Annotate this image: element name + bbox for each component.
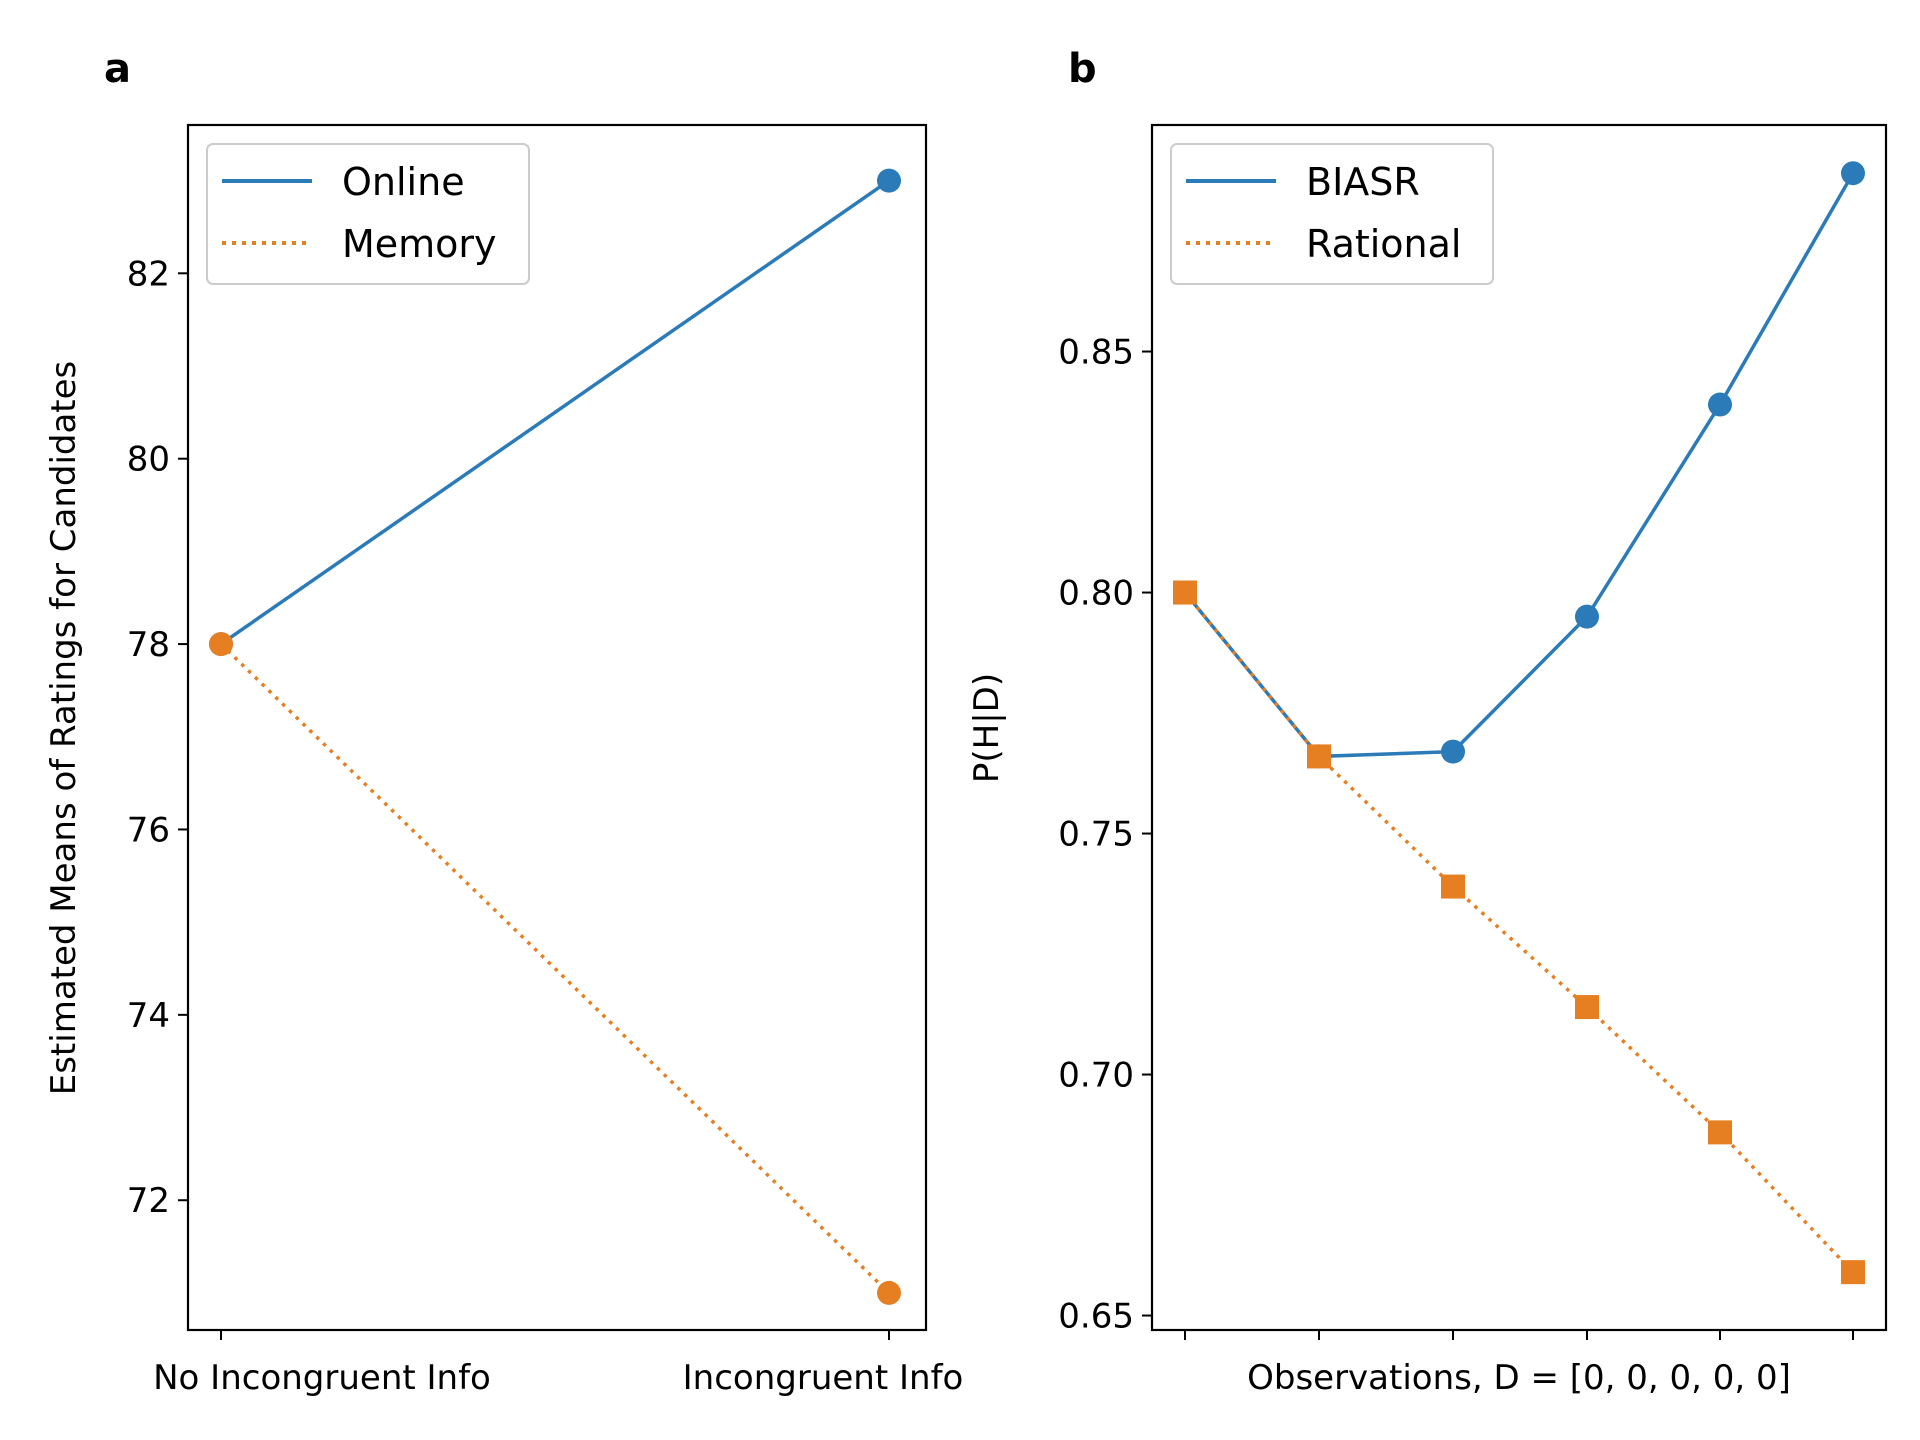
panel-a-y-ticks: 72 74 76 78 80 82 bbox=[127, 254, 890, 1340]
panel-a-series-online-point-1 bbox=[877, 168, 901, 193]
panel-b-series-rational-point-2 bbox=[1441, 874, 1465, 899]
panel-b-series-rational-point-0 bbox=[1173, 580, 1197, 605]
panel-b-series-rational-point-5 bbox=[1841, 1260, 1865, 1285]
panel-a-series-memory-line bbox=[219, 642, 891, 1295]
panel-b-x-axis-title: Observations, D = [0, 0, 0, 0, 0] bbox=[1247, 1358, 1791, 1398]
panel-b-series-biasr-point-4 bbox=[1708, 392, 1732, 417]
panel-b-series-rational-line bbox=[1183, 591, 1855, 1274]
panel-a-x-tick-labels: No Incongruent Info Incongruent Info bbox=[153, 1358, 963, 1398]
panel-a-y-tick-label-0: 72 bbox=[127, 1181, 170, 1221]
panel-b-y-tick-label-2: 0.75 bbox=[1058, 815, 1134, 855]
panel-b-label: b bbox=[1068, 46, 1097, 92]
panel-a-series-memory-point-0 bbox=[209, 632, 233, 657]
panel-b-series-biasr-point-5 bbox=[1841, 161, 1865, 186]
panel-b-series-biasr-point-3 bbox=[1575, 604, 1599, 629]
panel-b-series bbox=[1173, 161, 1865, 1285]
panel-a-series bbox=[209, 168, 901, 1305]
panel-a-y-axis-title: Estimated Means of Ratings for Candidate… bbox=[44, 361, 84, 1096]
panel-a-legend-memory-label: Memory bbox=[342, 222, 497, 266]
panel-a-x-tick-label-0: No Incongruent Info bbox=[153, 1358, 491, 1398]
panel-b-legend-rational-label: Rational bbox=[1306, 222, 1462, 266]
panel-b-plot-frame bbox=[1150, 123, 1888, 1332]
panel-b-y-tick-label-1: 0.70 bbox=[1058, 1056, 1134, 1096]
panel-b-y-tick-label-3: 0.80 bbox=[1058, 574, 1134, 614]
panel-a-y-tick-label-4: 80 bbox=[127, 440, 170, 480]
panel-b-legend-biasr-label: BIASR bbox=[1306, 160, 1420, 204]
panel-a-legend-online-label: Online bbox=[342, 160, 465, 204]
panel-b-series-biasr-point-2 bbox=[1441, 739, 1465, 764]
panel-a-series-memory-point-1 bbox=[877, 1280, 901, 1305]
panel-a: a 72 74 76 78 80 82 No Incongruent Info Incon… bbox=[44, 46, 963, 1398]
panel-a-y-tick-label-1: 74 bbox=[127, 996, 170, 1036]
panel-b-y-tick-label-0: 0.65 bbox=[1058, 1297, 1134, 1337]
panel-b: b 0.65 0.70 0.75 0.80 0.85 Observations, D =… bbox=[967, 46, 1888, 1398]
panel-a-y-tick-label-5: 82 bbox=[127, 254, 170, 294]
panel-a-x-tick-label-1: Incongruent Info bbox=[683, 1358, 964, 1398]
panel-a-label: a bbox=[104, 46, 131, 92]
panel-a-y-tick-label-3: 78 bbox=[127, 625, 170, 665]
panel-b-series-rational-point-4 bbox=[1708, 1120, 1732, 1145]
panel-b-y-tick-label-4: 0.85 bbox=[1058, 333, 1134, 373]
panel-b-y-axis-title: P(H|D) bbox=[967, 673, 1007, 783]
panel-b-y-ticks: 0.65 0.70 0.75 0.80 0.85 bbox=[1058, 333, 1854, 1340]
panel-a-legend: Online Memory bbox=[206, 143, 530, 285]
panel-b-legend: BIASR Rational bbox=[1170, 143, 1494, 285]
panel-b-series-rational-point-3 bbox=[1575, 995, 1599, 1020]
panel-a-plot-frame bbox=[186, 123, 928, 1332]
panel-b-series-rational-point-1 bbox=[1307, 744, 1331, 769]
panel-a-y-tick-label-2: 76 bbox=[127, 810, 170, 850]
panel-b-series-biasr-line bbox=[1183, 172, 1855, 759]
panel-a-series-online-line bbox=[220, 179, 890, 646]
